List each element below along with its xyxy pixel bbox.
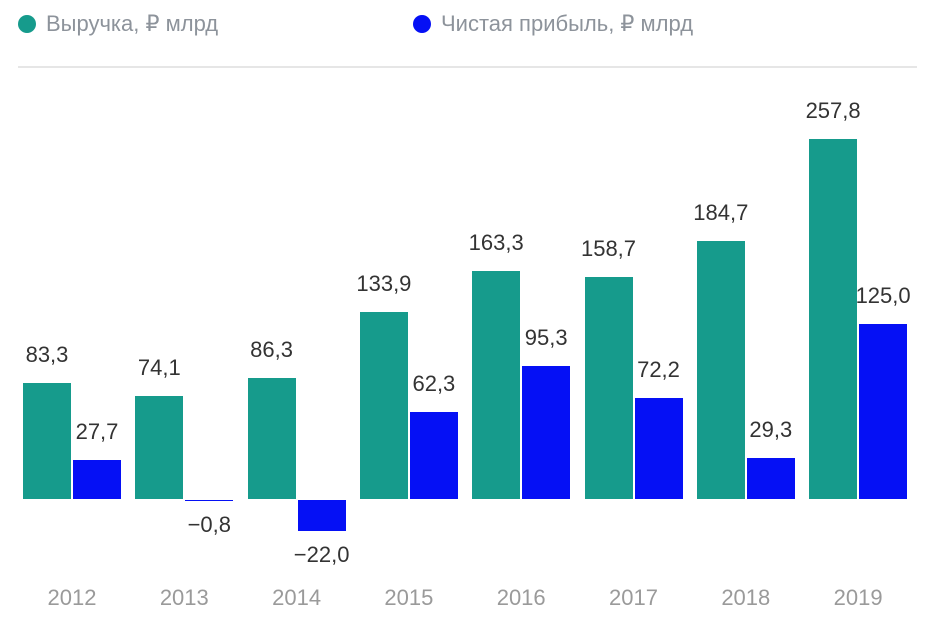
legend-divider xyxy=(18,66,917,68)
value-label-revenue-2018: 184,7 xyxy=(693,200,749,225)
bar-revenue-2019 xyxy=(809,139,858,499)
bar-revenue-2018 xyxy=(696,241,745,499)
bar-revenue-2015 xyxy=(359,312,408,499)
legend-item-net-profit: Чистая прибыль, ₽ млрд xyxy=(413,10,693,38)
bar-net-profit-2015 xyxy=(409,412,458,499)
x-axis-label-2017: 2017 xyxy=(609,585,658,610)
bar-revenue-2013 xyxy=(135,396,184,499)
x-axis-label-2019: 2019 xyxy=(833,585,883,610)
value-label-revenue-2016: 163,3 xyxy=(468,230,524,255)
bar-net-profit-2017 xyxy=(634,398,683,499)
value-label-revenue-2017: 158,7 xyxy=(580,236,637,261)
bar-net-profit-2019 xyxy=(859,324,908,499)
value-label-net-profit-2017: 72,2 xyxy=(637,357,680,382)
x-axis-label-2018: 2018 xyxy=(721,585,771,610)
legend-label-revenue: Выручка, ₽ млрд xyxy=(46,11,219,36)
bar-net-profit-2016 xyxy=(522,366,571,499)
bar-net-profit-2018 xyxy=(746,458,795,499)
legend-label-net-profit: Чистая прибыль, ₽ млрд xyxy=(441,11,694,36)
value-label-revenue-2015: 133,9 xyxy=(356,271,412,296)
value-label-revenue-2019: 257,8 xyxy=(805,98,861,123)
bar-net-profit-2012 xyxy=(73,460,121,499)
value-label-revenue-2014: 86,3 xyxy=(250,337,294,362)
value-label-net-profit-2016: 95,3 xyxy=(524,325,568,350)
value-label-revenue-2012: 83,3 xyxy=(25,342,69,367)
x-axis-label-2012: 2012 xyxy=(47,585,97,610)
x-axis-label-2016: 2016 xyxy=(496,585,546,610)
value-label-net-profit-2012: 27,7 xyxy=(75,419,119,444)
legend-item-revenue: Выручка, ₽ млрд xyxy=(18,10,218,38)
x-axis-label-2014: 2014 xyxy=(272,585,322,610)
value-label-net-profit-2015: 62,3 xyxy=(412,371,456,396)
value-label-net-profit-2018: 29,3 xyxy=(749,417,793,442)
bar-revenue-2017 xyxy=(584,277,633,499)
revenue-legend-dot-icon xyxy=(18,15,36,33)
net-profit-legend-dot-icon xyxy=(413,15,431,33)
bar-revenue-2016 xyxy=(472,271,521,499)
bar-revenue-2014 xyxy=(247,378,296,499)
bar-revenue-2012 xyxy=(23,383,71,499)
value-label-net-profit-2019: 125,0 xyxy=(855,283,911,308)
bar-net-profit-2013 xyxy=(185,500,234,501)
value-label-net-profit-2013: −0,8 xyxy=(187,512,232,537)
x-axis-label-2015: 2015 xyxy=(384,585,434,610)
value-label-net-profit-2014: −22,0 xyxy=(293,542,350,567)
x-axis-label-2013: 2013 xyxy=(159,585,209,610)
value-label-revenue-2013: 74,1 xyxy=(137,355,181,380)
bar-net-profit-2014 xyxy=(297,500,346,531)
